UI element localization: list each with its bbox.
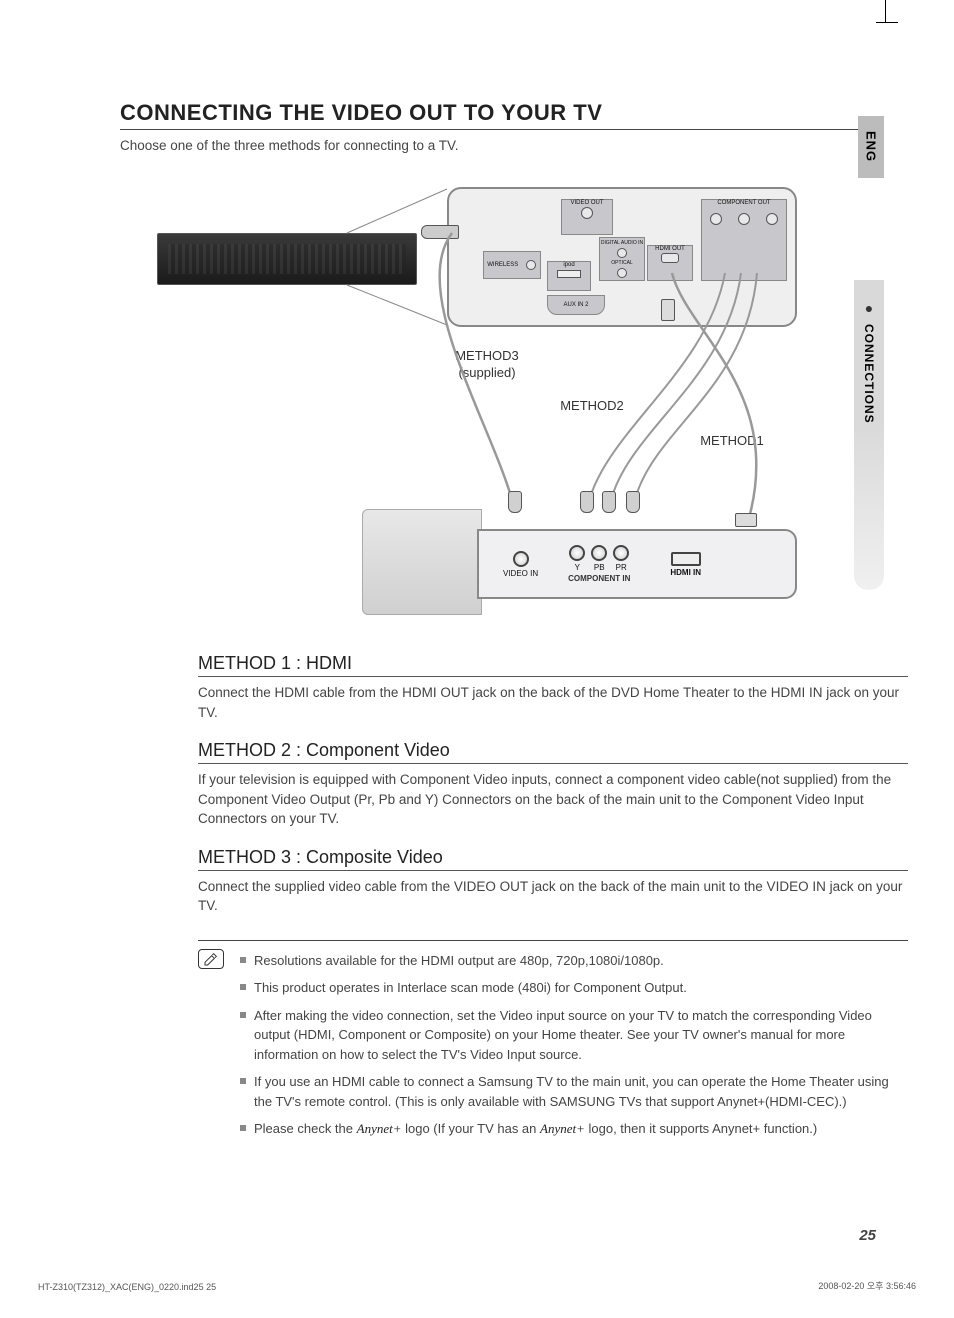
section-tab-label: CONNECTIONS xyxy=(862,324,876,424)
digital-audio-group: DIGITAL AUDIO IN OPTICAL xyxy=(599,237,645,281)
jack-icon xyxy=(617,268,627,278)
text: logo (If your TV has an xyxy=(402,1121,541,1136)
label: OPTICAL xyxy=(611,260,632,266)
hdmi-plug-icon xyxy=(735,513,757,527)
wireless-group: WIRELESS xyxy=(483,251,541,279)
method-3-heading: METHOD 3 : Composite Video xyxy=(198,847,908,871)
note-item: Resolutions available for the HDMI outpu… xyxy=(240,951,908,971)
label: COMPONENT OUT xyxy=(702,200,786,206)
jack-icon xyxy=(738,213,750,225)
jack-icon xyxy=(526,260,536,270)
method1-label: METHOD1 xyxy=(687,433,777,450)
ipod-slot-icon xyxy=(557,270,581,278)
rca-plug-icon xyxy=(602,491,616,513)
label: AUX IN 2 xyxy=(563,302,588,308)
language-tab-label: ENG xyxy=(864,131,879,162)
jack-icon xyxy=(710,213,722,225)
anynet-logo: Anynet+ xyxy=(357,1121,402,1136)
component-y-port: Y xyxy=(569,545,585,572)
note-item-anynet: Please check the Anynet+ logo (If your T… xyxy=(240,1119,908,1139)
jack-icon xyxy=(613,545,629,561)
video-in-port: VIDEO IN xyxy=(503,551,538,578)
hdmi-jack-icon xyxy=(671,552,701,566)
anynet-logo: Anynet+ xyxy=(540,1121,585,1136)
home-theater-rear-illustration xyxy=(157,233,417,285)
text: logo, then it supports Anynet+ function.… xyxy=(585,1121,817,1136)
jack-icon xyxy=(617,248,627,258)
label: WIRELESS xyxy=(487,262,518,268)
hdmi-in-port: HDMI IN xyxy=(670,552,701,577)
pencil-icon xyxy=(203,951,219,967)
aux-group: AUX IN 2 xyxy=(547,295,605,315)
method-1-section: METHOD 1 : HDMI Connect the HDMI cable f… xyxy=(198,653,908,722)
component-jacks xyxy=(702,212,786,226)
hdmi-jack-icon xyxy=(661,253,679,263)
notes-section: Resolutions available for the HDMI outpu… xyxy=(198,940,908,1139)
hdmi-plug-icon xyxy=(661,299,675,321)
component-pr-port: PR xyxy=(613,545,629,572)
jack-icon xyxy=(766,213,778,225)
label: PB xyxy=(594,563,605,572)
footer-timestamp: 2008-02-20 오후 3:56:46 xyxy=(818,1279,916,1292)
method3-label: METHOD3 (supplied) xyxy=(437,348,537,382)
label: DIGITAL AUDIO IN xyxy=(601,240,643,246)
rca-plug-icon xyxy=(508,491,522,513)
label: ipod xyxy=(548,262,590,268)
bullet-icon: ● xyxy=(865,300,873,316)
tv-input-panel: VIDEO IN Y PB PR COMPONENT IN HDMI IN xyxy=(477,529,797,599)
jack-icon xyxy=(591,545,607,561)
note-item: After making the video connection, set t… xyxy=(240,1006,908,1065)
section-tab: ● CONNECTIONS xyxy=(854,280,884,590)
manual-page: ENG ● CONNECTIONS CONNECTING THE VIDEO O… xyxy=(0,0,954,1318)
label: Y xyxy=(575,563,580,572)
label: COMPONENT IN xyxy=(568,574,630,583)
component-out-group: COMPONENT OUT xyxy=(701,199,787,281)
language-tab: ENG xyxy=(858,116,884,178)
label: VIDEO OUT xyxy=(562,200,612,206)
jack-icon xyxy=(581,207,593,219)
tv-illustration xyxy=(362,509,482,615)
note-icon xyxy=(198,949,224,969)
method-2-section: METHOD 2 : Component Video If your telev… xyxy=(198,740,908,829)
composite-plug-icon xyxy=(421,225,459,239)
method-2-body: If your television is equipped with Comp… xyxy=(198,770,908,829)
rca-plug-icon xyxy=(580,491,594,513)
page-subtitle: Choose one of the three methods for conn… xyxy=(120,138,884,153)
page-title: CONNECTING THE VIDEO OUT TO YOUR TV xyxy=(120,100,884,130)
method-1-heading: METHOD 1 : HDMI xyxy=(198,653,908,677)
component-pb-port: PB xyxy=(591,545,607,572)
label: PR xyxy=(616,563,627,572)
method2-label: METHOD2 xyxy=(547,398,637,415)
label: METHOD3 xyxy=(437,348,537,365)
jack-icon xyxy=(513,551,529,567)
method-2-heading: METHOD 2 : Component Video xyxy=(198,740,908,764)
component-in-ports: Y PB PR COMPONENT IN xyxy=(568,545,630,583)
rca-plug-icon xyxy=(626,491,640,513)
hdmi-out-group: HDMI OUT xyxy=(647,245,693,281)
label: VIDEO IN xyxy=(503,569,538,578)
text: Please check the xyxy=(254,1121,357,1136)
connection-diagram: VIDEO OUT DIGITAL AUDIO IN OPTICAL WIREL… xyxy=(147,173,857,613)
ipod-group: ipod xyxy=(547,261,591,291)
footer-filename: HT-Z310(TZ312)_XAC(ENG)_0220.ind25 25 xyxy=(38,1282,216,1292)
label: HDMI OUT xyxy=(648,246,692,252)
jack-icon xyxy=(569,545,585,561)
method-3-body: Connect the supplied video cable from th… xyxy=(198,877,908,916)
rear-panel-zoom: VIDEO OUT DIGITAL AUDIO IN OPTICAL WIREL… xyxy=(447,187,797,327)
video-out-group: VIDEO OUT xyxy=(561,199,613,235)
page-number: 25 xyxy=(859,1227,876,1244)
method-3-section: METHOD 3 : Composite Video Connect the s… xyxy=(198,847,908,916)
label: HDMI IN xyxy=(670,568,701,577)
note-item: This product operates in Interlace scan … xyxy=(240,978,908,998)
notes-list: Resolutions available for the HDMI outpu… xyxy=(240,951,908,1139)
note-item: If you use an HDMI cable to connect a Sa… xyxy=(240,1072,908,1111)
method-1-body: Connect the HDMI cable from the HDMI OUT… xyxy=(198,683,908,722)
label: (supplied) xyxy=(437,365,537,382)
